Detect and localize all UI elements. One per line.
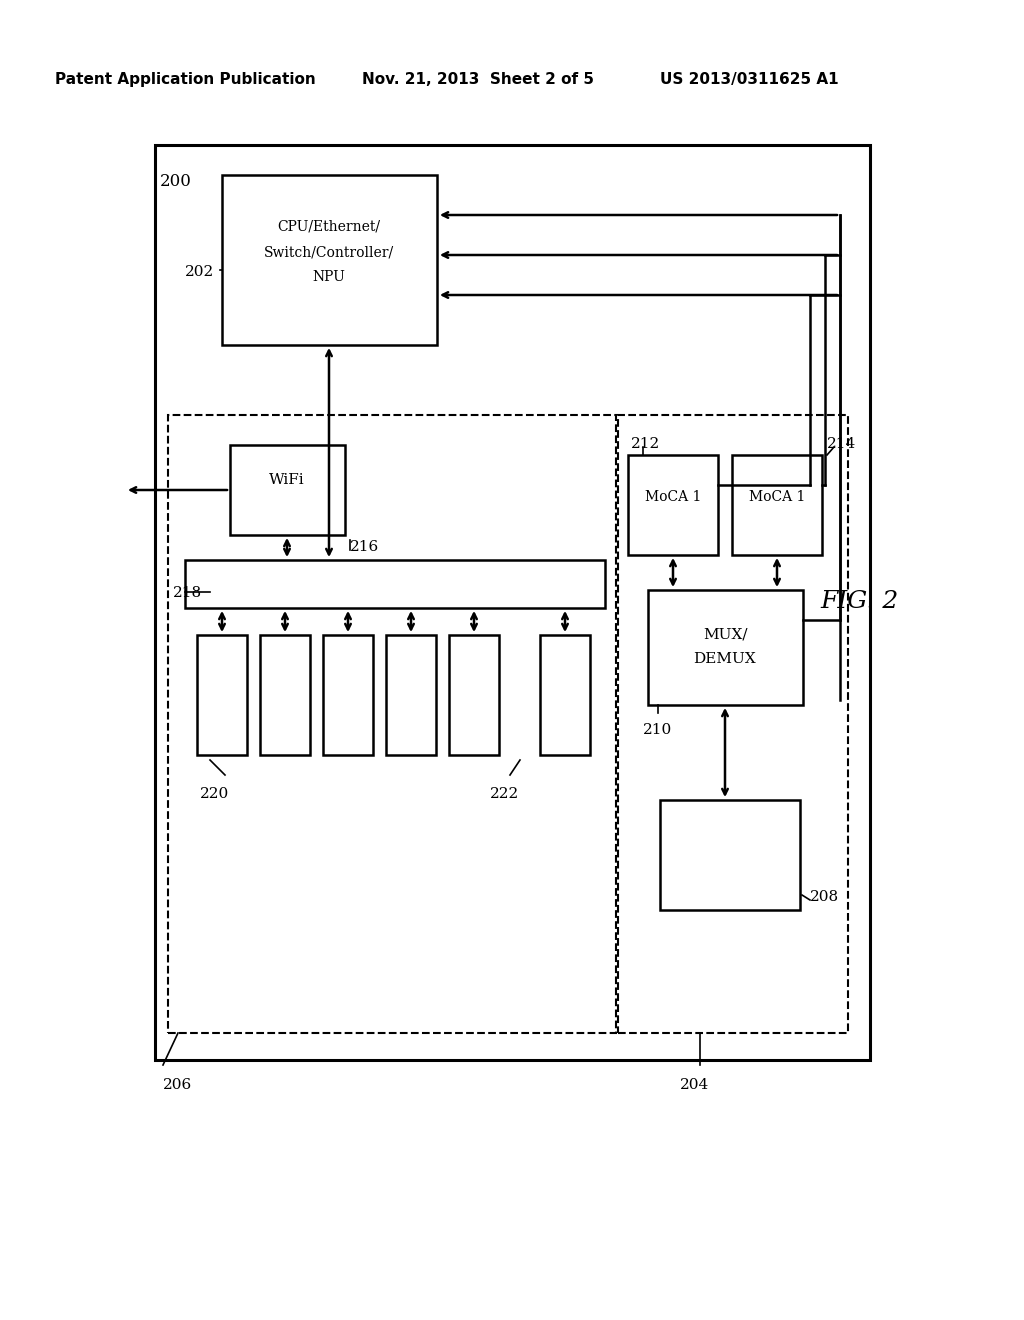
Bar [660,800,800,909]
Text: 220: 220 [200,787,229,801]
Bar [168,414,616,1034]
Text: Switch/Controller/: Switch/Controller/ [264,246,394,259]
Bar [386,635,436,755]
Text: NPU: NPU [312,271,345,284]
Text: 216: 216 [350,540,379,554]
Text: MoCA 1: MoCA 1 [645,490,701,504]
Text: Patent Application Publication: Patent Application Publication [55,73,315,87]
Text: 204: 204 [680,1078,710,1092]
Text: FIG. 2: FIG. 2 [820,590,898,612]
Text: DEMUX: DEMUX [693,652,757,667]
Text: 200: 200 [160,173,191,190]
Text: 202: 202 [185,265,214,279]
Text: 222: 222 [490,787,519,801]
Bar [260,635,310,755]
Text: 214: 214 [827,437,856,451]
Bar [628,455,718,554]
Bar [732,455,822,554]
Text: 212: 212 [631,437,660,451]
Text: 218: 218 [173,586,202,601]
Bar [185,560,605,609]
Text: 206: 206 [163,1078,193,1092]
Text: 208: 208 [810,890,839,904]
Text: MUX/: MUX/ [702,628,748,642]
Bar [230,445,345,535]
Bar [323,635,373,755]
Text: MoCA 1: MoCA 1 [749,490,805,504]
Bar [155,145,870,1060]
Bar [618,414,848,1034]
Text: CPU/Ethernet/: CPU/Ethernet/ [278,220,381,234]
Text: WiFi: WiFi [269,473,305,487]
Bar [222,176,437,345]
Bar [449,635,499,755]
Text: 210: 210 [643,723,672,737]
Bar [197,635,247,755]
Text: Nov. 21, 2013  Sheet 2 of 5: Nov. 21, 2013 Sheet 2 of 5 [362,73,594,87]
Bar [648,590,803,705]
Text: US 2013/0311625 A1: US 2013/0311625 A1 [660,73,839,87]
Bar [540,635,590,755]
